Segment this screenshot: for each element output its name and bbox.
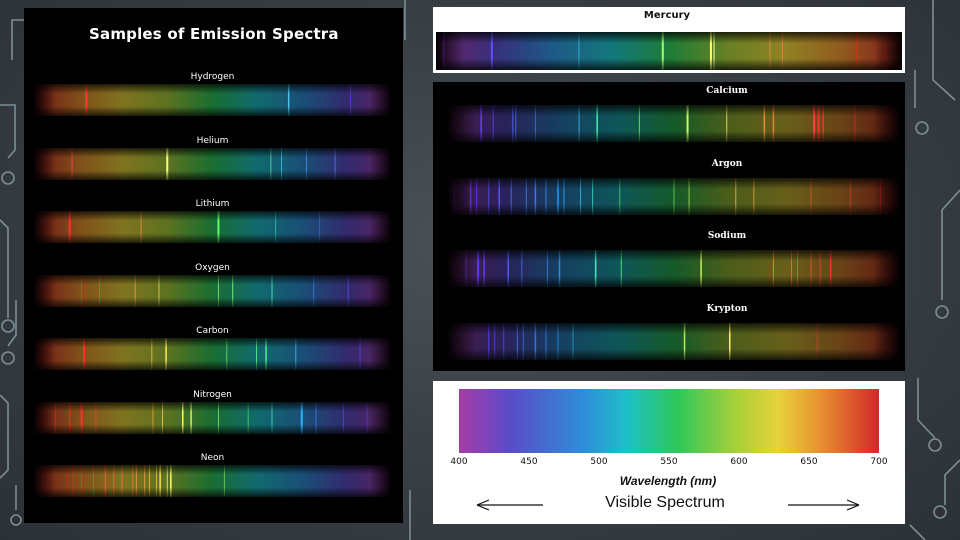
spectrum-edge-fade <box>34 401 391 434</box>
visible-spectrum-graphic <box>459 389 879 511</box>
argon-label: Argon <box>711 158 743 169</box>
helium-label: Helium <box>196 135 229 146</box>
nitrogen-spectrum-svg <box>34 401 391 434</box>
spectrum-edge-fade <box>436 32 902 70</box>
tick-label: 450 <box>520 457 538 467</box>
spectrum-edge-fade <box>448 177 900 215</box>
spectrum-edge-fade <box>34 338 391 370</box>
krypton-spectrum-svg <box>448 322 900 360</box>
mercury-spectrum-strip <box>436 32 902 70</box>
spectrum-edge-fade <box>34 147 391 180</box>
tick-label: 700 <box>870 457 888 467</box>
calcium-spectrum-strip <box>448 105 900 142</box>
neon-spectrum-strip <box>34 465 391 497</box>
right-arrowhead <box>846 499 860 511</box>
carbon-spectrum-strip <box>34 338 391 370</box>
spectrum-edge-fade <box>34 84 391 116</box>
spectrum-edge-fade <box>448 250 900 287</box>
panel-title: Samples of Emission Spectra <box>89 25 339 43</box>
oxygen-spectrum-svg <box>34 274 391 307</box>
element-spectra-panel: Calcium Argon Sodium Krypton <box>433 82 905 371</box>
tick-label: 400 <box>450 457 468 467</box>
spectrum-edge-fade <box>448 322 900 360</box>
mercury-label: Mercury <box>643 10 691 21</box>
sodium-label: Sodium <box>707 231 747 241</box>
visible-spectrum-bar <box>459 389 879 453</box>
lithium-label: Lithium <box>195 199 230 209</box>
tick-label: 500 <box>590 457 608 467</box>
carbon-label: Carbon <box>196 326 229 336</box>
sodium-spectrum-svg <box>448 250 900 287</box>
visible-spectrum-panel: 400 450 500 550 600 650 700 Wavelength (nm) Vi… <box>433 381 905 524</box>
tick-label: 650 <box>800 457 818 467</box>
mercury-spectrum-svg <box>436 32 902 70</box>
nitrogen-spectrum-strip <box>34 401 391 434</box>
spectrum-edge-fade <box>34 211 391 243</box>
mercury-spectrum-panel: Mercury <box>433 7 905 73</box>
oxygen-spectrum-strip <box>34 274 391 307</box>
krypton-label: Krypton <box>706 303 748 314</box>
nitrogen-label: Nitrogen <box>193 389 232 400</box>
axis-title: Wavelength (nm) <box>619 474 717 488</box>
hydrogen-label: Hydrogen <box>190 72 235 82</box>
argon-spectrum-svg <box>448 177 900 215</box>
visible-spectrum-label: Visible Spectrum <box>605 494 725 511</box>
argon-spectrum-strip <box>448 177 900 215</box>
neon-spectrum-svg <box>34 465 391 497</box>
neon-label: Neon <box>200 453 225 463</box>
left-arrowhead <box>476 499 490 511</box>
sodium-spectrum-strip <box>448 250 900 287</box>
helium-spectrum-strip <box>34 147 391 180</box>
spectrum-edge-fade <box>448 105 900 142</box>
krypton-spectrum-strip <box>448 322 900 360</box>
emission-spectra-panel: Samples of Emission Spectra Hydrogen Heli… <box>24 8 403 523</box>
calcium-label: Calcium <box>706 86 748 96</box>
helium-spectrum-svg <box>34 147 391 180</box>
tick-label: 600 <box>730 457 748 467</box>
lithium-spectrum-strip <box>34 211 391 243</box>
tick-label: 550 <box>660 457 678 467</box>
hydrogen-spectrum-svg <box>34 84 391 116</box>
spectrum-edge-fade <box>34 274 391 307</box>
carbon-spectrum-svg <box>34 338 391 370</box>
spectrum-edge-fade <box>34 465 391 497</box>
lithium-spectrum-svg <box>34 211 391 243</box>
oxygen-label: Oxygen <box>195 262 230 273</box>
calcium-spectrum-svg <box>448 105 900 142</box>
hydrogen-spectrum-strip <box>34 84 391 116</box>
